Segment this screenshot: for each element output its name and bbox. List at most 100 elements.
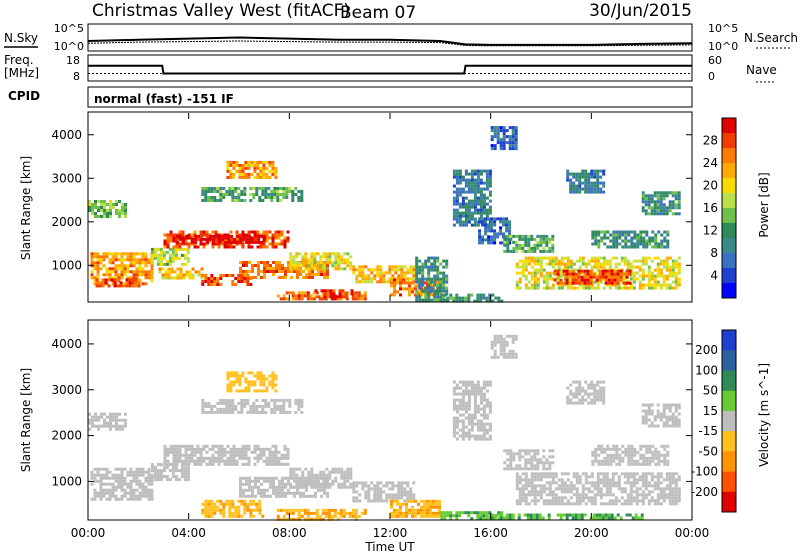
velocity-cell	[237, 514, 241, 518]
velocity-cell	[340, 473, 344, 477]
velocity-cell	[458, 511, 462, 515]
power-cell	[280, 242, 284, 246]
noise-left-label: N.Sky	[4, 31, 38, 45]
power-cell	[656, 268, 660, 272]
power-cell	[563, 274, 567, 278]
velocity-cell	[297, 407, 301, 411]
velocity-cell	[656, 499, 660, 503]
power-cell	[297, 190, 301, 193]
power-cell	[515, 265, 519, 269]
power-cell	[219, 187, 223, 190]
velocity-cell	[291, 508, 295, 512]
power-cell	[505, 226, 509, 230]
velocity-cell	[506, 449, 510, 453]
velocity-cell	[265, 456, 269, 460]
power-cell	[141, 261, 145, 265]
velocity-cell	[533, 458, 537, 462]
power-cell	[660, 245, 664, 249]
velocity-cell	[394, 496, 398, 500]
power-cell	[574, 278, 578, 282]
power-cell	[285, 196, 289, 199]
power-cell	[503, 249, 507, 253]
power-cell	[452, 202, 456, 206]
velocity-cell	[506, 458, 510, 462]
power-cell	[204, 199, 208, 202]
velocity-cell	[402, 502, 405, 506]
power-cell	[662, 194, 666, 198]
power-cell	[305, 273, 308, 276]
power-cell	[261, 190, 265, 193]
power-cell	[321, 291, 325, 295]
velocity-cell	[262, 450, 266, 454]
power-cell	[405, 287, 408, 291]
power-cell	[600, 239, 604, 243]
power-cell	[252, 196, 256, 199]
velocity-cell	[138, 494, 142, 498]
velocity-cell	[178, 447, 182, 451]
power-cell	[314, 295, 318, 299]
power-cell	[339, 297, 343, 301]
power-cell	[96, 255, 100, 259]
power-cell	[217, 245, 221, 249]
velocity-cell	[268, 380, 272, 384]
velocity-cell	[614, 472, 618, 476]
power-cell	[575, 268, 579, 272]
power-cell	[605, 262, 609, 266]
velocity-cell	[120, 497, 124, 501]
velocity-cell	[243, 401, 247, 405]
power-cell	[329, 289, 333, 293]
velocity-cell	[396, 499, 399, 503]
velocity-cell	[247, 383, 251, 387]
velocity-cell	[414, 514, 417, 518]
velocity-cell	[548, 490, 552, 494]
power-cell	[476, 223, 480, 227]
power-cell	[458, 178, 462, 182]
velocity-cell	[150, 463, 154, 467]
velocity-cell	[635, 493, 639, 497]
power-cell	[310, 252, 314, 256]
power-cell	[228, 190, 232, 193]
velocity-cell	[302, 494, 305, 498]
power-cell	[95, 281, 99, 285]
velocity-cell	[485, 422, 489, 426]
power-cell	[236, 240, 240, 244]
power-cell	[242, 261, 245, 264]
velocity-cell	[605, 475, 609, 479]
velocity-cell	[515, 487, 519, 491]
date-label: 30/Jun/2015	[589, 1, 692, 21]
velocity-cell	[303, 508, 307, 512]
power-cell	[415, 259, 419, 263]
velocity-cell	[243, 404, 247, 408]
velocity-cell	[563, 484, 567, 488]
velocity-cell	[554, 502, 558, 506]
power-cell	[433, 298, 437, 302]
power-cell	[274, 166, 278, 170]
power-cell	[244, 163, 248, 167]
power-cell	[566, 256, 570, 260]
velocity-cell	[251, 479, 254, 483]
velocity-cell	[114, 473, 118, 477]
power-cell	[464, 208, 468, 212]
power-cell	[484, 226, 488, 230]
power-cell	[574, 272, 578, 276]
power-region	[352, 265, 416, 284]
velocity-cell	[539, 484, 543, 488]
velocity-cell	[241, 447, 245, 451]
velocity-cell	[524, 475, 528, 479]
power-cell	[231, 196, 235, 199]
power-cell	[286, 239, 290, 243]
velocity-cell	[467, 407, 471, 411]
velocity-cell	[533, 475, 537, 479]
velocity-cell	[297, 517, 301, 521]
velocity-cell	[630, 444, 634, 448]
velocity-cell	[219, 410, 223, 414]
velocity-cell	[615, 456, 619, 460]
velocity-cell	[246, 505, 250, 509]
velocity-cell	[216, 499, 220, 503]
power-cell	[464, 181, 468, 185]
power-cell	[247, 245, 251, 249]
velocity-cell	[141, 482, 145, 486]
velocity-cell	[581, 493, 585, 497]
power-cell	[583, 278, 587, 282]
power-cell	[467, 214, 471, 218]
